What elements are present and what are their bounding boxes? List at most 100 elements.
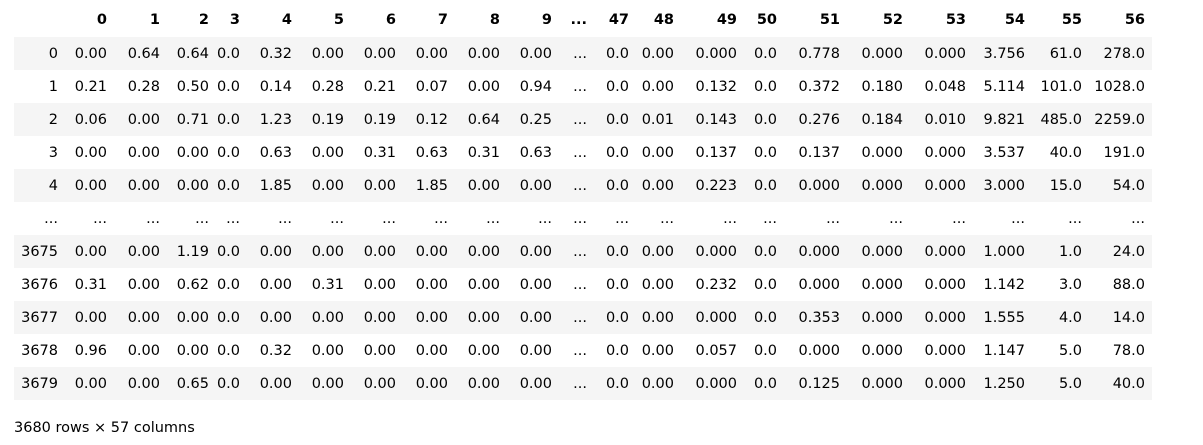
table-row: 2 0.06 0.00 0.71 0.0 1.23 0.19 0.19 0.12 0.64 0.25… (14, 103, 1152, 136)
table-cell: 0.00 (311, 375, 344, 392)
table-cell: 0.65 (176, 375, 209, 392)
table-cell: 0.132 (695, 78, 737, 95)
table-cell: 0.000 (924, 243, 966, 260)
table-cell: 0.00 (641, 243, 674, 260)
row-index: ... (44, 210, 58, 227)
row-index: 3675 (21, 243, 58, 260)
table-cell: 0.64 (127, 45, 160, 62)
table-cell: 0.000 (861, 243, 903, 260)
table-cell: 0.31 (363, 144, 396, 161)
table-cell: 0.276 (798, 111, 840, 128)
table-cell: 0.000 (924, 276, 966, 293)
table-cell: 0.00 (127, 144, 160, 161)
table-cell: 0.06 (74, 111, 107, 128)
table-cell: 0.01 (641, 111, 674, 128)
dataframe-output: 0 1 2 3 4 5 6 7 8 9... 47 48 49 50 51 52 53 54 55 56 0 0.00 0… (14, 3, 1152, 436)
table-cell: 0.31 (467, 144, 500, 161)
table-cell: 0.0 (605, 342, 629, 359)
table-cell: 0.000 (695, 309, 737, 326)
table-cell: 0.0 (753, 45, 777, 62)
table-cell: 3.0 (1058, 276, 1082, 293)
table-cell: 0.0 (753, 342, 777, 359)
table-cell: 0.00 (467, 276, 500, 293)
table-cell: 0.21 (363, 78, 396, 95)
table-cell: ... (573, 144, 587, 161)
table-cell: 0.00 (415, 243, 448, 260)
table-cell: ... (573, 276, 587, 293)
table-cell: ... (573, 243, 587, 260)
table-cell: ... (573, 45, 587, 62)
column-header: 50 (756, 12, 777, 28)
table-cell: 15.0 (1049, 177, 1082, 194)
table-cell: 0.143 (695, 111, 737, 128)
table-cell: 3.756 (983, 45, 1025, 62)
table-cell: 0.0 (605, 309, 629, 326)
table-cell: 0.0 (753, 78, 777, 95)
table-cell: 0.0 (216, 78, 240, 95)
table-cell: 0.00 (641, 276, 674, 293)
table-cell: 0.000 (924, 342, 966, 359)
table-cell: 0.96 (74, 342, 107, 359)
row-index: 3677 (21, 309, 58, 326)
table-cell: ... (93, 210, 107, 227)
table-cell: 5.114 (983, 78, 1025, 95)
table-cell: 0.000 (861, 375, 903, 392)
table-cell: ... (573, 111, 587, 128)
table-cell: 0.00 (415, 45, 448, 62)
table-cell: 0.0 (605, 375, 629, 392)
table-cell: ... (538, 210, 552, 227)
column-header: ... (570, 12, 587, 28)
table-cell: 0.00 (74, 309, 107, 326)
table-cell: 0.000 (924, 45, 966, 62)
table-cell: 0.00 (176, 177, 209, 194)
table-cell: 0.0 (216, 375, 240, 392)
table-cell: 0.232 (695, 276, 737, 293)
table-cell: 0.0 (216, 177, 240, 194)
table-cell: 1.147 (983, 342, 1025, 359)
table-cell: 0.0 (753, 243, 777, 260)
column-header: 5 (333, 12, 344, 28)
table-cell: 0.000 (861, 144, 903, 161)
table-cell: 5.0 (1058, 342, 1082, 359)
table-cell: 0.21 (74, 78, 107, 95)
table-cell: 0.00 (311, 342, 344, 359)
table-cell: 0.0 (216, 243, 240, 260)
table-cell: 0.000 (798, 342, 840, 359)
index-header (14, 3, 65, 37)
table-cell: 0.00 (641, 144, 674, 161)
table-cell: 0.00 (467, 375, 500, 392)
table-cell: 0.00 (519, 375, 552, 392)
table-cell: 0.0 (605, 243, 629, 260)
table-cell: ... (763, 210, 777, 227)
table-cell: 0.00 (415, 375, 448, 392)
table-cell: 0.00 (74, 177, 107, 194)
table-cell: 0.64 (176, 45, 209, 62)
table-cell: 5.0 (1058, 375, 1082, 392)
table-cell: 0.00 (311, 243, 344, 260)
table-cell: 0.00 (641, 45, 674, 62)
table-cell: 0.63 (519, 144, 552, 161)
table-cell: 0.353 (798, 309, 840, 326)
table-cell: 0.0 (216, 45, 240, 62)
table-cell: 0.00 (467, 342, 500, 359)
table-cell: 0.14 (259, 78, 292, 95)
table-cell: 0.000 (695, 375, 737, 392)
table-cell: 0.00 (127, 243, 160, 260)
table-cell: 0.000 (695, 243, 737, 260)
table-cell: 0.00 (176, 342, 209, 359)
table-cell: 0.00 (74, 375, 107, 392)
column-header: 0 (96, 12, 107, 28)
table-cell: 4.0 (1058, 309, 1082, 326)
table-cell: 0.00 (311, 45, 344, 62)
table-cell: 0.00 (519, 309, 552, 326)
column-header: 48 (653, 12, 674, 28)
table-cell: 0.00 (363, 375, 396, 392)
table-cell: 0.00 (259, 243, 292, 260)
table-cell: 0.12 (415, 111, 448, 128)
table-cell: 0.00 (467, 309, 500, 326)
row-index: 3679 (21, 375, 58, 392)
table-cell: 0.000 (798, 177, 840, 194)
table-cell: 78.0 (1112, 342, 1145, 359)
table-cell: 0.0 (605, 111, 629, 128)
table-cell: 0.0 (753, 177, 777, 194)
